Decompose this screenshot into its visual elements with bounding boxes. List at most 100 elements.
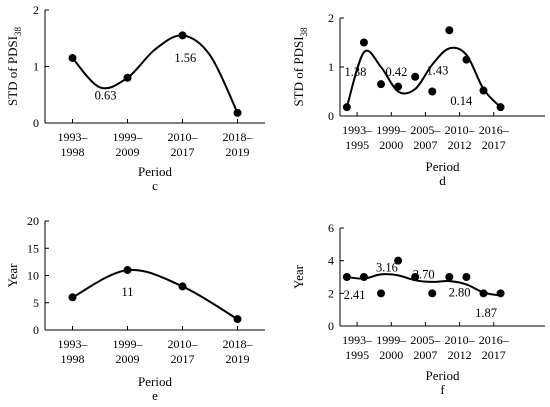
- y-axis-label-main: Year: [291, 264, 306, 289]
- x-tick-label-top: 1993–: [342, 333, 373, 347]
- y-tick-label: 4: [328, 254, 334, 268]
- x-axis-label: Period: [138, 374, 172, 389]
- y-axis-label: STD of PDSI38: [291, 27, 309, 107]
- panel-e: 0 5 10 15 20 1993–1998 1999–2009 2010–2017 2018–…: [5, 214, 265, 403]
- y-axis-label-subscript: 38: [13, 26, 23, 36]
- data-point: [377, 289, 385, 298]
- y-axis-label-subscript: 38: [299, 27, 309, 37]
- x-tick-label-bottom: 2012: [448, 348, 472, 362]
- value-annotation: 1.38: [344, 65, 366, 79]
- data-point: [496, 289, 505, 298]
- x-tick-label-bottom: 2009: [116, 145, 140, 159]
- data-point: [428, 289, 437, 298]
- value-annotation: 1.87: [475, 306, 497, 320]
- x-tick-label-bottom: 2017: [482, 138, 506, 152]
- data-point: [233, 315, 242, 324]
- y-tick-label: 15: [27, 241, 39, 255]
- x-tick-label-bottom: 2007: [413, 348, 437, 362]
- data-point: [342, 273, 351, 281]
- data-point: [445, 273, 454, 281]
- x-tick-label-top: 1999–: [113, 130, 144, 144]
- y-axis-label: STD of PDSI38: [5, 26, 23, 106]
- x-tick-label-top: 1999–: [376, 123, 407, 137]
- data-point: [411, 273, 420, 281]
- panel-label: f: [440, 382, 445, 397]
- x-tick-label-top: 1993–: [342, 123, 373, 137]
- data-point: [178, 31, 187, 40]
- value-annotation: 1.43: [426, 63, 448, 77]
- data-point: [428, 87, 437, 96]
- y-tick-label: 10: [27, 269, 39, 283]
- x-tick-label-top: 2005–: [410, 333, 441, 347]
- value-annotation: 1.56: [174, 51, 196, 65]
- data-point: [462, 273, 471, 281]
- x-tick-label-top: 2018–: [223, 337, 254, 351]
- x-tick-label-top: 2010–: [168, 130, 199, 144]
- x-axis-label: Period: [426, 368, 460, 383]
- x-tick-label-top: 2010–: [445, 123, 476, 137]
- y-tick-label: 0: [328, 109, 334, 123]
- data-point: [462, 55, 471, 64]
- panel-d: 0 1 2 1993–1995 1999–2000 2005–2007 2010–2012 2…: [291, 11, 545, 188]
- y-axis-label-main: STD of PDSI: [5, 36, 20, 106]
- y-tick-label: 20: [27, 214, 39, 228]
- x-tick-label-bottom: 2017: [482, 348, 506, 362]
- panel-c: 0 1 2 1993–1998 1999–2009 2010–2017 2018–2019 S…: [5, 3, 265, 193]
- y-tick-label: 5: [33, 296, 39, 310]
- x-tick-label-bottom: 2000: [379, 348, 403, 362]
- x-tick-label-top: 1999–: [376, 333, 407, 347]
- y-tick-label: 0: [328, 319, 334, 333]
- data-point: [342, 103, 351, 112]
- value-annotation: 0.63: [95, 88, 117, 102]
- fit-curve: [345, 46, 502, 108]
- x-tick-label-top: 2016–: [479, 123, 510, 137]
- y-tick-label: 2: [328, 286, 334, 300]
- value-annotation: 0.14: [450, 94, 473, 108]
- data-point: [496, 103, 505, 112]
- fit-curve: [346, 273, 501, 297]
- x-tick-label-bottom: 2019: [226, 145, 250, 159]
- x-tick-label-top: 2010–: [445, 333, 476, 347]
- y-tick-label: 2: [33, 3, 39, 17]
- x-axis-label: Period: [426, 159, 460, 174]
- y-tick-label: 6: [328, 221, 334, 235]
- value-annotation: 3.16: [376, 260, 398, 274]
- data-point: [123, 266, 132, 275]
- x-tick-label-bottom: 2019: [226, 352, 250, 366]
- data-point: [359, 273, 368, 281]
- data-point: [394, 256, 403, 265]
- x-axis-label: Period: [138, 164, 172, 179]
- x-tick-label-top: 2010–: [168, 337, 199, 351]
- value-annotation: 2.70: [413, 268, 435, 282]
- data-point: [479, 289, 488, 298]
- y-tick-label: 1: [33, 60, 39, 74]
- x-tick-label-top: 2005–: [410, 123, 441, 137]
- y-tick-label: 0: [33, 323, 39, 337]
- data-point: [445, 26, 454, 35]
- data-point: [377, 80, 385, 89]
- data-point: [233, 108, 242, 117]
- panel-label: e: [152, 388, 158, 403]
- data-point: [411, 72, 420, 81]
- data-point: [68, 54, 77, 63]
- y-axis-label-main: Year: [5, 263, 20, 288]
- x-tick-label-bottom: 2009: [116, 352, 140, 366]
- value-annotation: 2.41: [344, 288, 366, 302]
- x-tick-label-top: 1993–: [58, 130, 89, 144]
- y-axis-label: Year: [5, 263, 20, 288]
- data-point: [68, 293, 77, 302]
- value-annotation: 2.80: [449, 286, 471, 300]
- x-tick-label-bottom: 1998: [61, 352, 85, 366]
- value-annotation: 0.42: [385, 65, 407, 79]
- x-tick-label-bottom: 2012: [448, 138, 472, 152]
- x-tick-label-bottom: 1998: [61, 145, 85, 159]
- y-axis-label: Year: [291, 264, 306, 289]
- data-point: [359, 38, 368, 47]
- data-point: [394, 82, 403, 91]
- x-tick-label-bottom: 2017: [171, 352, 195, 366]
- panel-label: d: [439, 173, 446, 188]
- y-axis-label-main: STD of PDSI: [291, 36, 306, 106]
- x-tick-label-top: 1999–: [113, 337, 144, 351]
- x-tick-label-top: 2018–: [223, 130, 254, 144]
